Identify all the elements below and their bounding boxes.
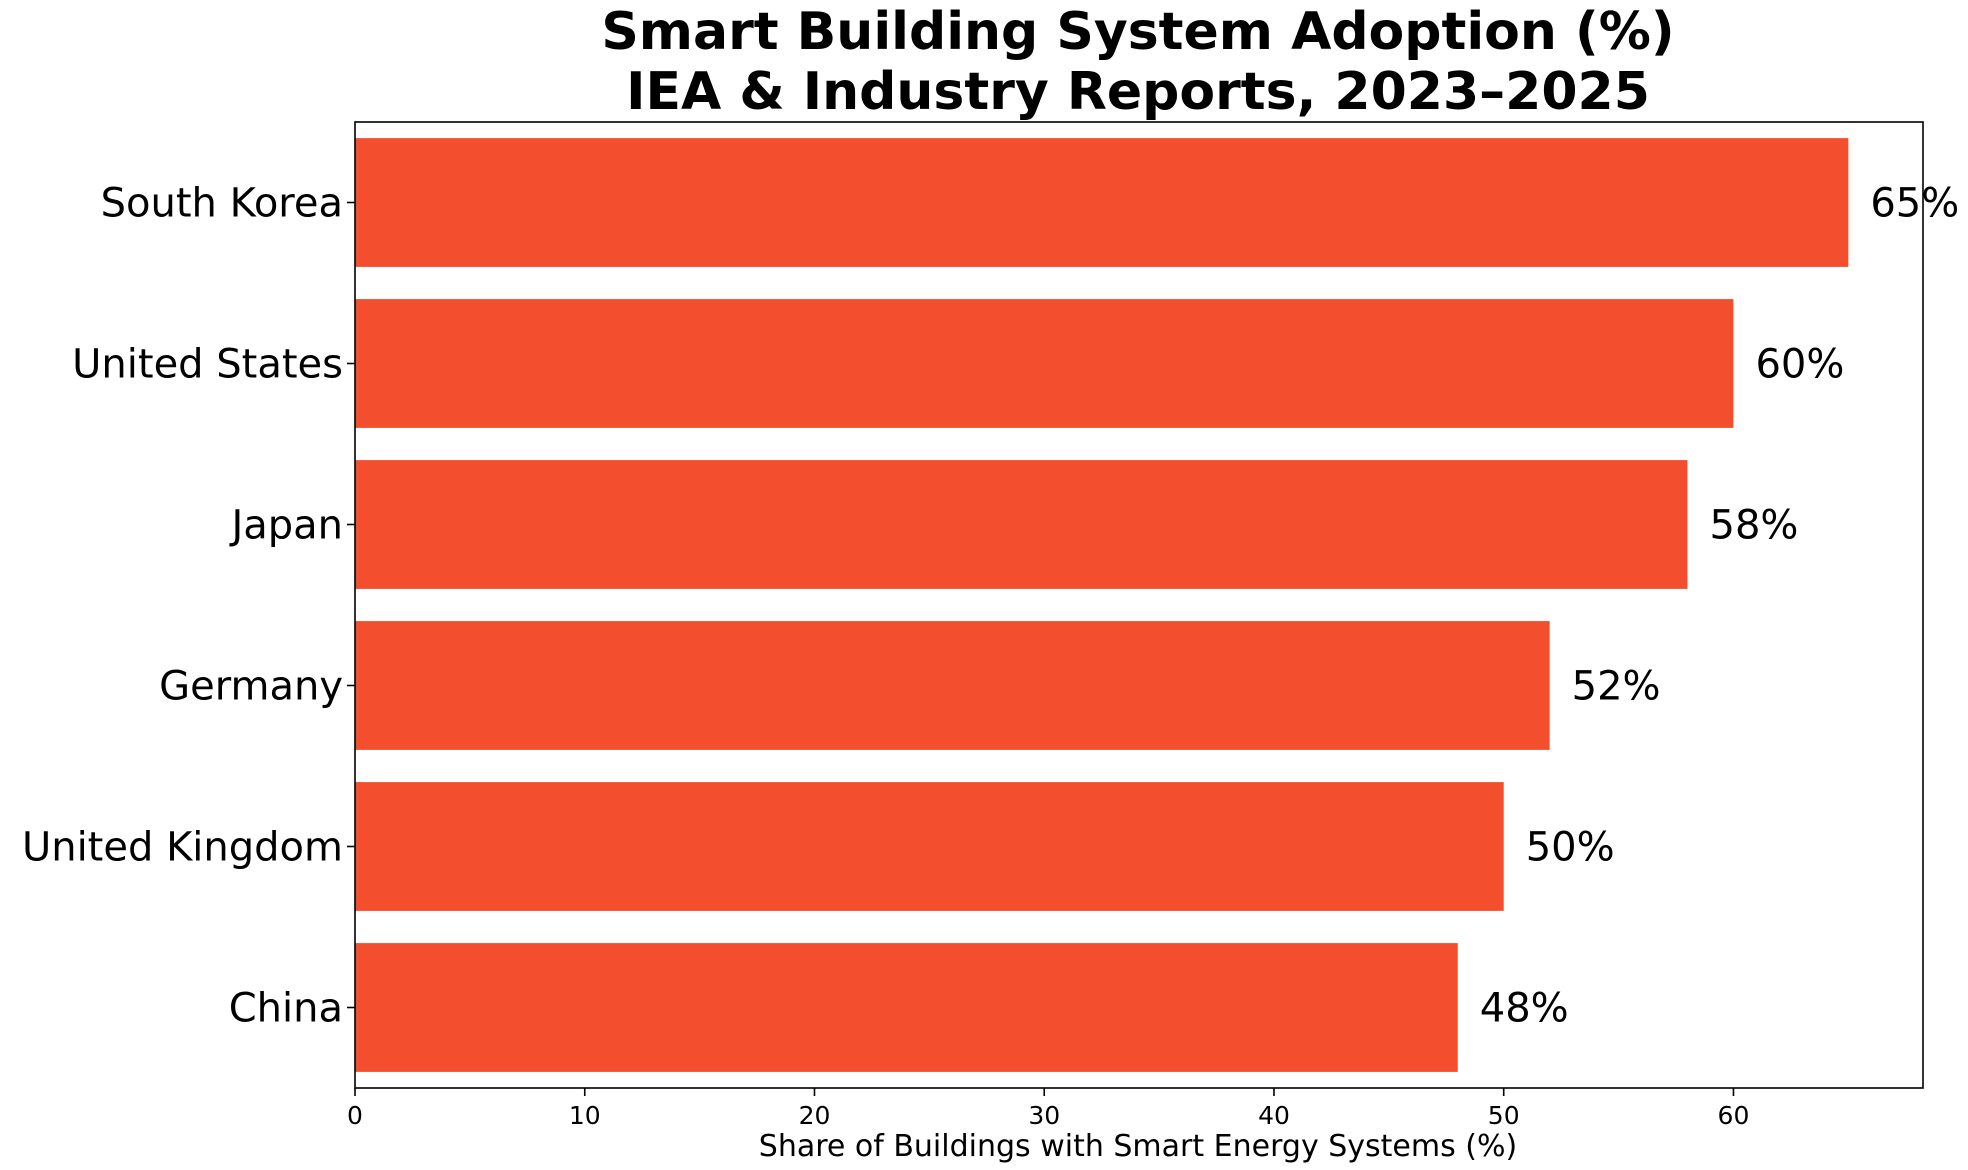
bar-japan	[355, 460, 1688, 589]
data-label: 65%	[1870, 181, 1959, 227]
data-label: 50%	[1526, 825, 1615, 871]
bar-germany	[355, 621, 1550, 750]
y-tick-label: China	[229, 986, 343, 1032]
x-tick-label: 30	[1028, 1101, 1060, 1130]
x-tick-label: 50	[1488, 1101, 1520, 1130]
x-tick-label: 40	[1258, 1101, 1290, 1130]
bar-united-kingdom	[355, 782, 1504, 911]
bar-south-korea	[355, 138, 1849, 267]
y-axis: South Korea United States Japan Germany Unit…	[22, 181, 355, 1032]
bars-group	[355, 138, 1849, 1072]
chart-title-line-2: IEA & Industry Reports, 2023–2025	[626, 62, 1650, 122]
data-label: 52%	[1572, 664, 1661, 710]
y-tick-label: Japan	[228, 503, 343, 549]
x-tick-label: 60	[1718, 1101, 1750, 1130]
y-tick-label: Germany	[159, 664, 343, 710]
y-tick-label: United Kingdom	[22, 825, 343, 871]
data-label: 48%	[1480, 986, 1569, 1032]
x-axis-label: Share of Buildings with Smart Energy Sys…	[759, 1129, 1517, 1164]
bar-united-states	[355, 299, 1734, 428]
y-tick-label: United States	[72, 342, 343, 388]
data-label: 60%	[1755, 342, 1844, 388]
x-axis: 0 10 20 30 40 50 60	[347, 1088, 1749, 1130]
plot-frame	[354, 121, 1924, 1089]
x-tick-label: 10	[569, 1101, 601, 1130]
data-labels-group: 65% 60% 58% 52% 50% 48%	[1480, 181, 1959, 1032]
x-tick-label: 20	[799, 1101, 831, 1130]
data-label: 58%	[1710, 503, 1799, 549]
y-tick-label: South Korea	[101, 181, 343, 227]
chart-title-line-1: Smart Building System Adoption (%)	[601, 2, 1674, 62]
x-tick-label: 0	[347, 1101, 363, 1130]
bar-china	[355, 943, 1458, 1072]
